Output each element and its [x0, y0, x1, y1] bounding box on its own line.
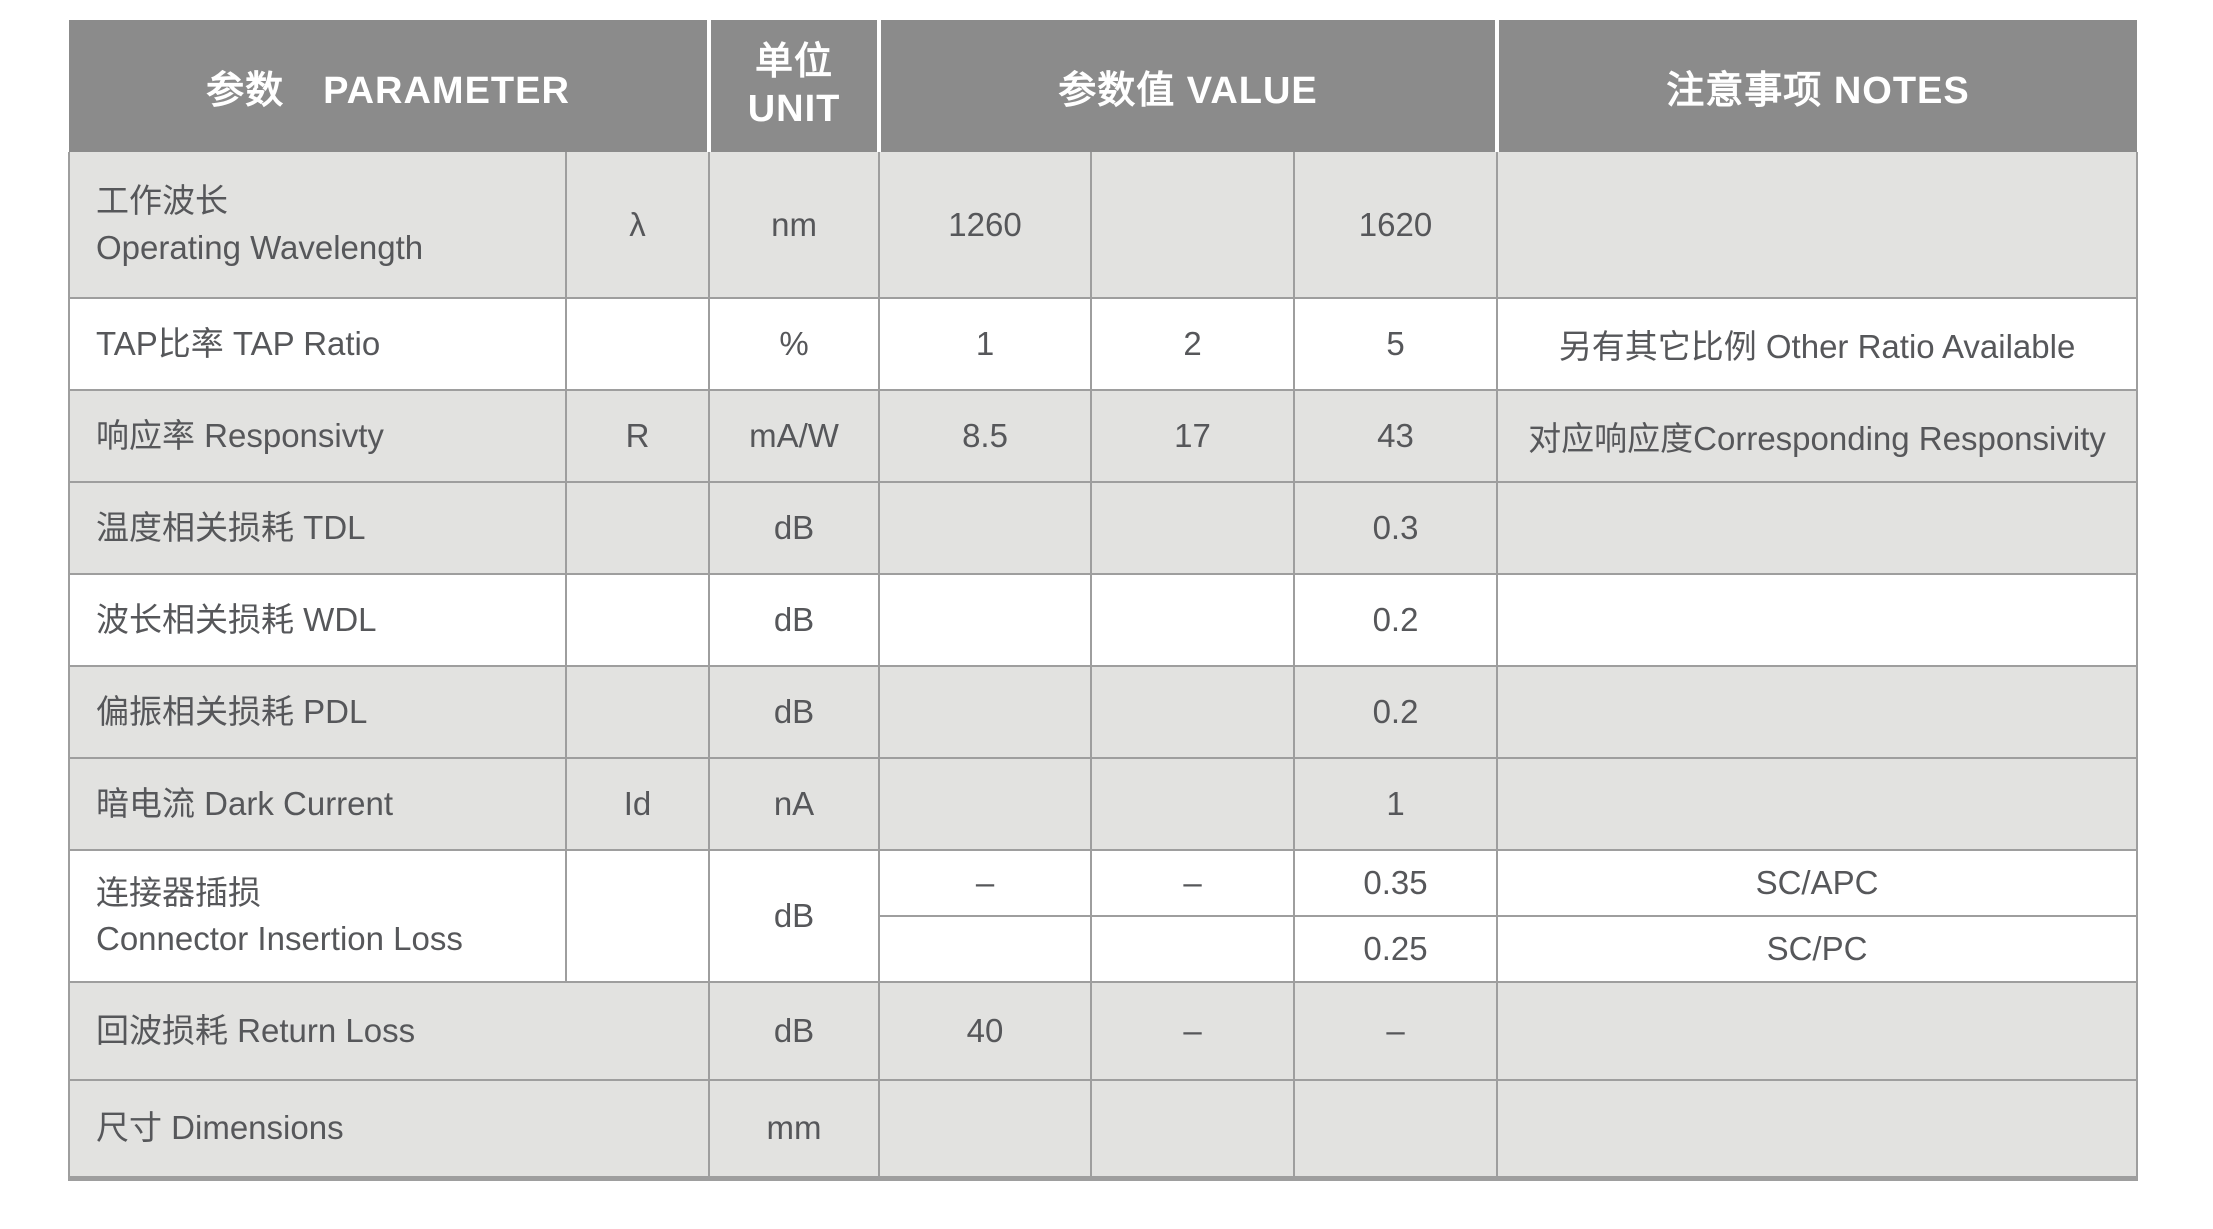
row-dimensions: 尺寸 Dimensions mm	[67, 1079, 2139, 1181]
value-cell	[878, 481, 1093, 575]
value-cell: 43	[1293, 389, 1499, 483]
unit-cell: %	[708, 297, 881, 391]
note-cell: 对应响应度Corresponding Responsivity	[1496, 389, 2139, 483]
value-cell	[878, 1079, 1093, 1181]
unit-cell: nA	[708, 757, 881, 851]
value-cell: 1620	[1293, 152, 1499, 299]
value-cell: –	[1090, 981, 1296, 1081]
value-cell	[878, 665, 1093, 759]
row-operating-wavelength: 工作波长 Operating Wavelength λ nm 1260 1620	[68, 152, 2139, 299]
value-cell: 0.3	[1293, 481, 1499, 575]
value-cell: 0.25	[1293, 915, 1499, 983]
param-name: 波长相关损耗 WDL	[68, 573, 567, 667]
value-cell: 17	[1090, 389, 1296, 483]
row-connector-insertion-loss: 连接器插损 Connector Insertion Loss dB – – 0.…	[68, 849, 2139, 983]
row-tdl: 温度相关损耗 TDL dB 0.3	[68, 481, 2139, 575]
value-cell: 8.5	[878, 389, 1093, 483]
row-responsivity: 响应率 Responsivty R mA/W 8.5 17 43 对应响应度Co…	[68, 389, 2139, 483]
param-name: 回波损耗 Return Loss	[67, 981, 711, 1081]
header-value: 参数值 VALUE	[879, 20, 1500, 152]
header-parameter: 参数 PARAMETER	[69, 20, 712, 152]
unit-cell: nm	[708, 152, 881, 299]
value-cell	[878, 915, 1093, 983]
note-cell: SC/APC	[1496, 849, 2139, 917]
header-row: 参数 PARAMETER 单位 UNIT 参数值 VALUE 注意事项 NOTE…	[69, 20, 2138, 152]
value-cell: 0.2	[1293, 573, 1499, 667]
value-cell	[1090, 152, 1296, 299]
value-cell	[1090, 573, 1296, 667]
spec-table: 参数 PARAMETER 单位 UNIT 参数值 VALUE 注意事项 NOTE…	[67, 20, 2139, 1181]
param-symbol: Id	[564, 757, 711, 851]
value-cell	[878, 573, 1093, 667]
value-cell: 1	[1293, 757, 1499, 851]
note-cell: 另有其它比例 Other Ratio Available	[1496, 297, 2139, 391]
value-cell: 40	[878, 981, 1093, 1081]
note-cell	[1496, 981, 2139, 1081]
value-cell: –	[1090, 849, 1296, 917]
header-notes: 注意事项 NOTES	[1497, 20, 2138, 152]
note-cell	[1496, 665, 2139, 759]
row-tap-ratio: TAP比率 TAP Ratio % 1 2 5 另有其它比例 Other Rat…	[68, 297, 2139, 391]
param-name: 工作波长 Operating Wavelength	[68, 152, 567, 299]
header-unit: 单位 UNIT	[709, 20, 882, 152]
value-cell: 1260	[878, 152, 1093, 299]
value-cell: 0.35	[1293, 849, 1499, 917]
param-name: 温度相关损耗 TDL	[68, 481, 567, 575]
note-cell	[1496, 152, 2139, 299]
value-cell: 2	[1090, 297, 1296, 391]
value-cell: –	[878, 849, 1093, 917]
value-cell	[1090, 915, 1296, 983]
row-connector-insertion-loss-sub: 0.25 SC/PC	[69, 915, 2139, 983]
unit-cell: mm	[708, 1079, 881, 1181]
value-cell	[1090, 665, 1296, 759]
value-cell	[878, 757, 1093, 851]
row-return-loss: 回波损耗 Return Loss dB 40 – –	[67, 981, 2139, 1081]
param-name: 连接器插损 Connector Insertion Loss	[68, 849, 567, 983]
unit-cell: dB	[708, 665, 881, 759]
unit-cell: dB	[708, 849, 881, 983]
note-cell	[1496, 757, 2139, 851]
value-cell	[1090, 481, 1296, 575]
param-symbol: λ	[564, 152, 711, 299]
param-name: 响应率 Responsivty	[68, 389, 567, 483]
value-cell: –	[1293, 981, 1499, 1081]
unit-cell: dB	[708, 481, 881, 575]
row-wdl: 波长相关损耗 WDL dB 0.2	[68, 573, 2139, 667]
unit-cell: mA/W	[708, 389, 881, 483]
value-cell: 0.2	[1293, 665, 1499, 759]
note-cell	[1496, 481, 2139, 575]
param-symbol	[564, 573, 711, 667]
param-symbol	[564, 481, 711, 575]
param-symbol	[564, 849, 711, 983]
note-cell	[1496, 573, 2139, 667]
value-cell	[1090, 757, 1296, 851]
value-cell: 1	[878, 297, 1093, 391]
row-dark-current: 暗电流 Dark Current Id nA 1	[68, 757, 2139, 851]
param-name: 暗电流 Dark Current	[68, 757, 567, 851]
note-cell: SC/PC	[1496, 915, 2139, 983]
param-symbol	[564, 297, 711, 391]
param-name: TAP比率 TAP Ratio	[68, 297, 567, 391]
param-name: 偏振相关损耗 PDL	[68, 665, 567, 759]
note-cell	[1496, 1079, 2139, 1181]
param-symbol	[564, 665, 711, 759]
row-pdl: 偏振相关损耗 PDL dB 0.2	[68, 665, 2139, 759]
value-cell	[1090, 1079, 1296, 1181]
unit-cell: dB	[708, 981, 881, 1081]
param-name: 尺寸 Dimensions	[67, 1079, 711, 1181]
unit-cell: dB	[708, 573, 881, 667]
param-symbol: R	[564, 389, 711, 483]
value-cell: 5	[1293, 297, 1499, 391]
value-cell	[1293, 1079, 1499, 1181]
